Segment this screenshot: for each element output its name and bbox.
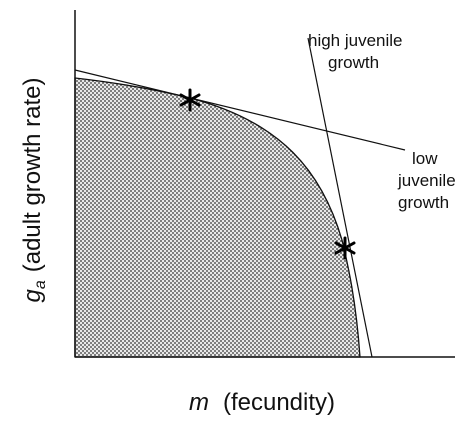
y-axis-text: (adult growth rate): [19, 77, 46, 272]
x-axis-symbol: m: [189, 389, 209, 416]
annotation-line: growth: [398, 193, 449, 212]
x-axis-label: m (fecundity): [189, 389, 335, 416]
optimum-marker: [334, 236, 356, 260]
high-growth-tangent: [307, 37, 373, 358]
annotation-line: high juvenile: [308, 31, 403, 50]
x-axis-text: (fecundity): [223, 389, 335, 416]
annotation-line: juvenile: [397, 171, 456, 190]
annotation-line: growth: [328, 53, 379, 72]
annotation-line: low: [412, 149, 438, 168]
low-growth-tangent: [74, 69, 406, 151]
y-axis-label: ga (adult growth rate): [19, 77, 49, 302]
y-axis-symbol: g: [19, 289, 46, 303]
feasible-region: [74, 77, 361, 358]
optimum-marker: [179, 88, 201, 112]
y-axis-subscript: a: [32, 280, 49, 289]
